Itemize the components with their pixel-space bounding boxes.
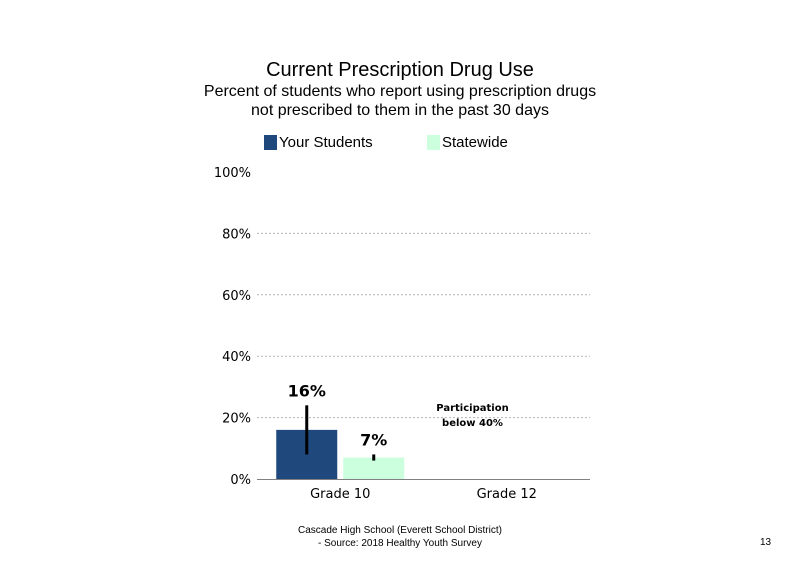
chart-title: Current Prescription Drug Use xyxy=(266,59,534,81)
data-label: 7% xyxy=(360,430,387,449)
chart-subtitle: Percent of students who report using pre… xyxy=(203,83,597,119)
y-tick-label: 0% xyxy=(230,473,251,488)
x-tick-label: Grade 12 xyxy=(477,487,537,502)
y-tick-label: 40% xyxy=(222,350,251,365)
y-tick-label: 20% xyxy=(222,412,251,427)
participation-note: Participation below 40% xyxy=(436,403,509,429)
y-tick-label: 60% xyxy=(222,289,251,304)
legend-swatch-your-students xyxy=(264,135,277,150)
legend-item-statewide: Statewide xyxy=(427,134,508,151)
legend-label-statewide: Statewide xyxy=(442,134,508,151)
footer-source: Cascade High School (Everett School Dist… xyxy=(298,525,502,549)
legend-swatch-statewide xyxy=(427,135,440,150)
legend-label-your-students: Your Students xyxy=(279,134,373,151)
legend-item-your-students: Your Students xyxy=(264,134,373,151)
y-tick-label: 100% xyxy=(214,166,251,181)
x-tick-label: Grade 10 xyxy=(310,487,370,502)
page-number: 13 xyxy=(760,537,772,548)
y-tick-label: 80% xyxy=(222,227,251,242)
bar xyxy=(343,457,405,479)
data-label: 16% xyxy=(288,381,326,400)
